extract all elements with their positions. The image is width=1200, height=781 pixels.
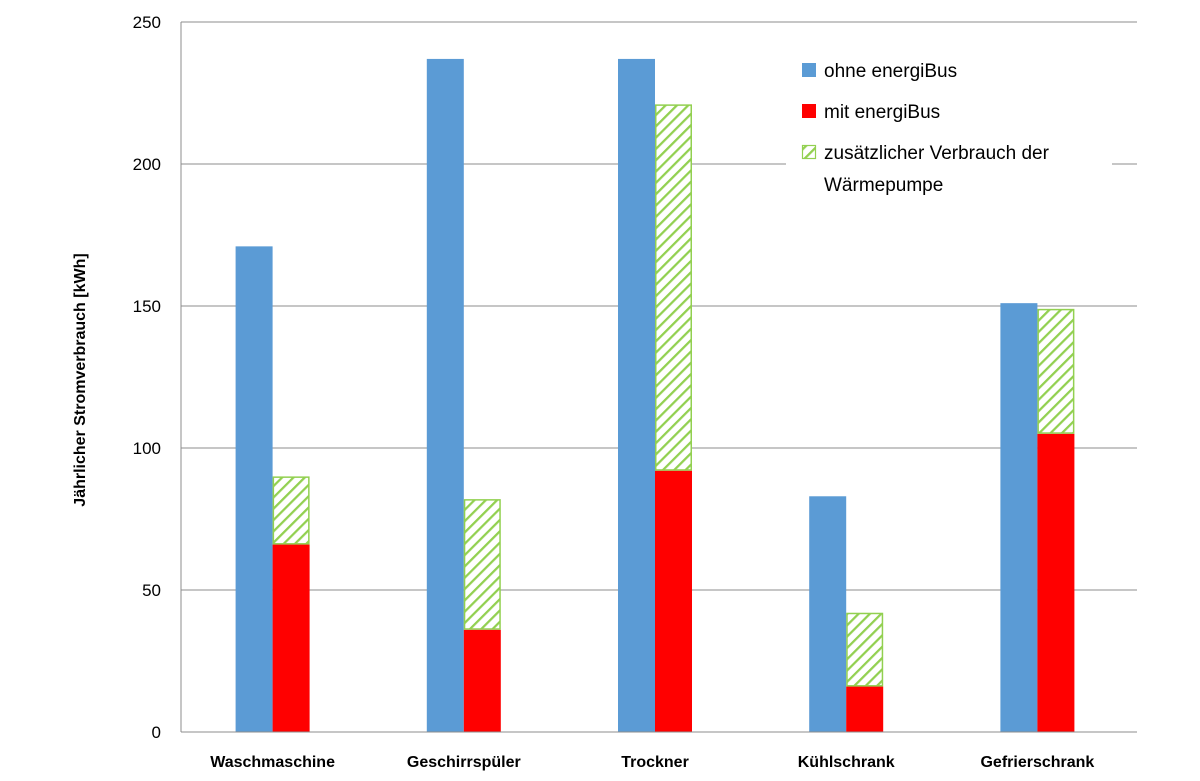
legend-background	[786, 52, 1112, 212]
bar-mit-energibus	[463, 629, 501, 732]
legend-swatch-waermepumpe	[801, 144, 817, 160]
legend-swatch-ohne-energibus	[802, 63, 816, 77]
bar-mit-energibus	[272, 544, 310, 732]
y-axis-title: Jährlicher Stromverbrauch [kWh]	[72, 253, 89, 506]
bar-ohne-energibus	[618, 58, 655, 733]
y-tick-label: 150	[133, 297, 161, 316]
y-tick-label: 200	[133, 155, 161, 174]
bar-mit-energibus	[1037, 433, 1075, 732]
y-tick-label: 250	[133, 13, 161, 32]
bar-ohne-energibus	[809, 496, 847, 732]
axes: 0 50 100 150 200 250 Jährlicher Stromverbrauch…	[72, 13, 1137, 771]
x-tick-label: Waschmaschine	[210, 754, 335, 771]
bar-zusaetzlicher-verbrauch	[463, 499, 501, 630]
legend-label-ohne-energibus: ohne energiBus	[824, 61, 957, 82]
bar-ohne-energibus	[1000, 303, 1038, 732]
x-tick-label: Kühlschrank	[798, 754, 895, 771]
legend-swatch-mit-energibus	[802, 104, 816, 118]
x-tick-label: Gefrierschrank	[980, 754, 1094, 771]
legend-label-mit-energibus: mit energiBus	[824, 102, 940, 123]
bar-ohne-energibus	[426, 58, 464, 733]
legend-label-waermepumpe-line2: Wärmepumpe	[824, 175, 943, 196]
legend-label-waermepumpe-line1: zusätzlicher Verbrauch der	[824, 143, 1050, 164]
bars	[235, 58, 1075, 733]
bar-zusaetzlicher-verbrauch	[846, 612, 884, 687]
y-tick-label: 0	[152, 723, 161, 742]
legend: ohne energiBus mit energiBus zusätzlicher …	[786, 52, 1112, 212]
y-tick-label: 100	[133, 439, 161, 458]
bar-mit-energibus	[846, 686, 884, 732]
bar-ohne-energibus	[235, 246, 273, 733]
bar-zusaetzlicher-verbrauch	[655, 104, 692, 471]
bar-zusaetzlicher-verbrauch	[272, 476, 310, 545]
x-tick-label: Geschirrspüler	[407, 754, 521, 771]
bar-mit-energibus	[655, 470, 692, 732]
x-tick-label: Trockner	[621, 754, 689, 771]
y-tick-label: 50	[142, 581, 161, 600]
bar-zusaetzlicher-verbrauch	[1037, 308, 1075, 434]
